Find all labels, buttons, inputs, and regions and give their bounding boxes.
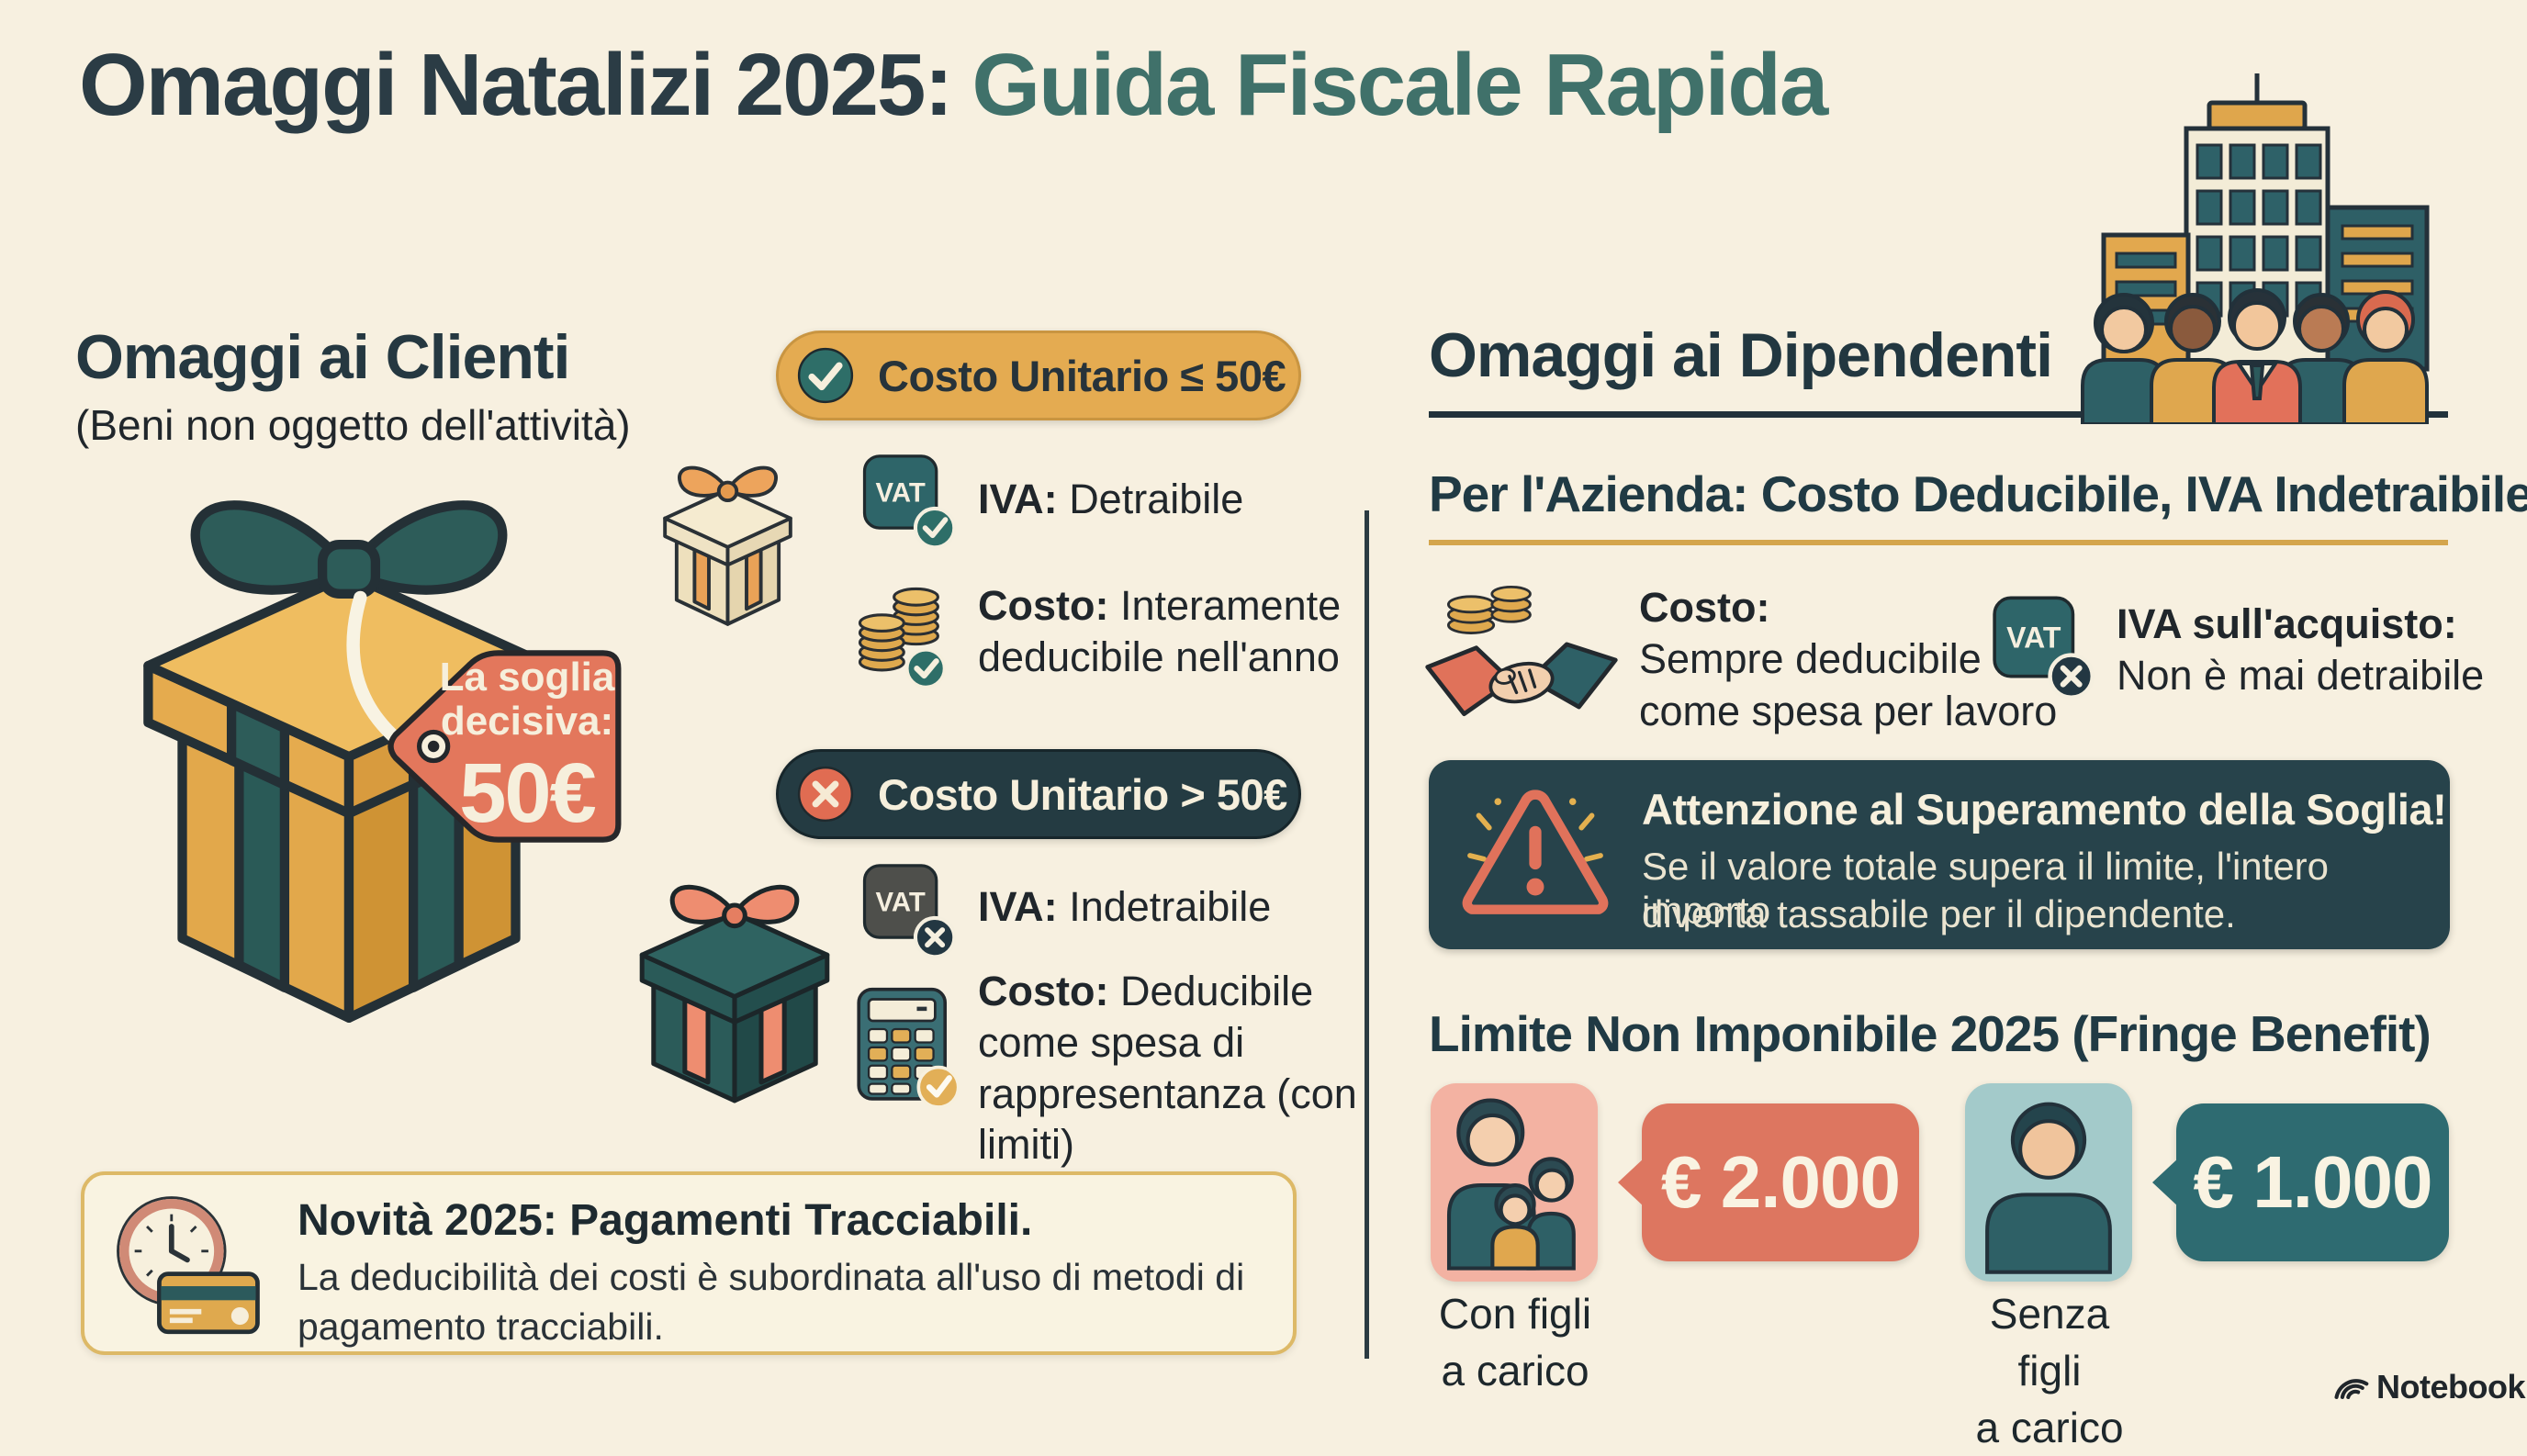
fringe-amount-without-children: € 1.000 <box>2176 1103 2449 1261</box>
vat-icon-label: VAT <box>2006 622 2061 655</box>
page-title-part2: Guida Fiscale Rapida <box>971 36 1828 134</box>
warning-triangle-icon <box>1462 790 1609 914</box>
company-subheading-underline <box>1429 540 2448 545</box>
company-cost-line2: come spesa per lavoro <box>1639 687 2058 734</box>
iva-ok-row: IVA: Detraibile <box>978 474 1243 525</box>
single-person-card <box>1965 1083 2132 1282</box>
warning-body-line2: diventa tassabile per il dipendente. <box>1642 892 2236 935</box>
fringe-amount-with-children-value: € 2.000 <box>1661 1141 1901 1223</box>
cost-ko-row: Costo: Deducibile come spesa di rapprese… <box>978 966 1373 1170</box>
page-title-part1: Omaggi Natalizi 2025: <box>79 36 953 134</box>
cost-ok-label: Costo: <box>978 582 1109 629</box>
calculator-check-icon <box>857 987 960 1109</box>
iva-ko-row: IVA: Indetraibile <box>978 881 1271 933</box>
note-2025-box: Novità 2025: Pagamenti Tracciabili. La d… <box>81 1171 1297 1355</box>
price-tag: La soglia decisiva: 50€ <box>378 632 635 861</box>
company-iva-line1: Non è mai detraibile <box>2117 652 2485 700</box>
x-circle-icon <box>797 766 854 823</box>
fringe-benefit-heading: Limite Non Imponibile 2025 (Fringe Benef… <box>1429 1005 2432 1062</box>
warning-title: Attenzione al Superamento della Soglia! <box>1642 785 2447 834</box>
cost-ko-label: Costo: <box>978 968 1109 1014</box>
fringe-amount-with-children: € 2.000 <box>1642 1103 1919 1261</box>
vat-check-icon: VAT <box>862 454 957 550</box>
handshake-coins-icon <box>1425 585 1618 717</box>
vat-icon-label: VAT <box>875 888 925 918</box>
employees-heading-underline <box>1429 411 2448 418</box>
person-icon <box>1985 1102 2112 1274</box>
badge-cost-over-50-label: Costo Unitario > 50€ <box>878 769 1287 819</box>
fringe-amount-without-children-value: € 1.000 <box>2193 1141 2433 1223</box>
clients-section-subheading: (Beni non oggetto dell'attività) <box>75 401 631 449</box>
vat-icon-label: VAT <box>875 478 925 509</box>
clients-section-heading: Omaggi ai Clienti <box>75 322 570 392</box>
warning-body-line1: Se il valore totale supera il limite, l'… <box>1642 845 2330 932</box>
price-tag-line1: La soglia <box>439 655 615 700</box>
brand-footer: NotebookLM <box>2332 1368 2527 1406</box>
badge-cost-under-50-label: Costo Unitario ≤ 50€ <box>878 351 1286 400</box>
iva-ko-text: Indetraibile <box>1069 883 1272 930</box>
page-title: Omaggi Natalizi 2025: Guida Fiscale Rapid… <box>79 35 1828 136</box>
single-card-label-line1: Senza figli <box>1989 1290 2110 1395</box>
single-card-label-line2: a carico <box>1975 1404 2124 1452</box>
vat-x-icon: VAT <box>862 864 957 959</box>
iva-ko-label: IVA: <box>978 883 1058 930</box>
gift-box-dark-illustration <box>639 884 830 1103</box>
price-tag-line2: decisiva: <box>440 698 614 744</box>
family-card-label: Con figli a carico <box>1425 1285 1605 1399</box>
family-card <box>1431 1083 1598 1282</box>
note-body-line1: La deducibilità dei costi è subordinata … <box>298 1256 1245 1298</box>
company-subheading: Per l'Azienda: Costo Deducibile, IVA Ind… <box>1429 465 2527 522</box>
cost-ok-row: Costo: Interamente deducibile nell'anno <box>978 580 1373 683</box>
vat-x-icon: VAT <box>1993 596 2095 700</box>
employees-section-heading: Omaggi ai Dipendenti <box>1429 320 2053 390</box>
brand-name: NotebookLM <box>2376 1368 2527 1406</box>
price-tag-icon <box>387 650 622 843</box>
threshold-warning-box: Attenzione al Superamento della Soglia! … <box>1429 760 2450 949</box>
price-tag-value: 50€ <box>459 746 597 841</box>
company-employees-illustration <box>2081 73 2430 424</box>
family-card-label-line1: Con figli <box>1438 1290 1592 1338</box>
company-iva-label: IVA sull'acquisto: <box>2117 600 2457 647</box>
company-cost-label: Costo: <box>1639 584 1770 631</box>
column-divider <box>1365 510 1369 1359</box>
family-icon <box>1446 1098 1576 1271</box>
company-cost-row: Costo: Sempre deducibile come spesa per … <box>1639 582 2057 737</box>
iva-ok-label: IVA: <box>978 476 1058 522</box>
gift-box-small-illustration <box>663 465 792 626</box>
iva-ok-text: Detraibile <box>1069 476 1244 522</box>
note-body-line2: pagamento tracciabili. <box>298 1305 664 1348</box>
note-title: Novità 2025: Pagamenti Tracciabili. <box>298 1196 1033 1245</box>
single-card-label: Senza figli a carico <box>1960 1285 2140 1456</box>
price-tag-text: La soglia decisiva: 50€ <box>435 655 619 839</box>
badge-cost-under-50: Costo Unitario ≤ 50€ <box>776 330 1301 420</box>
family-card-label-line2: a carico <box>1441 1347 1589 1395</box>
cost-ko-text: Deducibile come spesa di rappresentanza … <box>978 968 1357 1169</box>
badge-cost-over-50: Costo Unitario > 50€ <box>776 749 1301 839</box>
notebooklm-logo-icon <box>2334 1379 2369 1399</box>
clock-card-icon <box>117 1196 260 1335</box>
cost-ok-text: Interamente deducibile nell'anno <box>978 582 1342 680</box>
company-cost-line1: Sempre deducibile <box>1639 635 1982 683</box>
coins-check-icon <box>858 587 947 689</box>
company-iva-row: IVA sull'acquisto: Non è mai detraibile <box>2117 599 2484 702</box>
check-circle-icon <box>797 347 854 404</box>
